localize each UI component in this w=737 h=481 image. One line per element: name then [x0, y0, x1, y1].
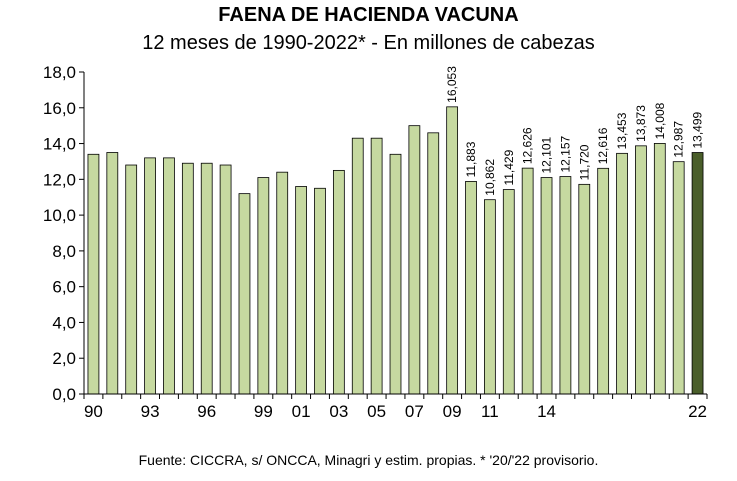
- bar-2016: [578, 183, 591, 395]
- data-label: 12,101: [540, 137, 554, 174]
- data-label: 12,626: [521, 127, 535, 164]
- x-tick-label: 07: [405, 402, 424, 421]
- bar-2019: [635, 145, 647, 395]
- x-tick-label: 90: [84, 402, 103, 421]
- data-label: 11,720: [577, 144, 591, 180]
- bar-1997: [219, 164, 232, 395]
- bar-2000: [276, 171, 289, 395]
- x-tick-label: 01: [292, 402, 311, 421]
- data-label: 13,499: [691, 111, 705, 148]
- bar-2008: [427, 132, 440, 395]
- chart-source-note: Fuente: CICCRA, s/ ONCCA, Minagri y esti…: [138, 452, 599, 468]
- bar-1991: [106, 152, 119, 395]
- bar-1994: [163, 157, 175, 395]
- x-tick-label: 09: [443, 402, 462, 421]
- data-label: 14,008: [653, 102, 667, 139]
- bar-2005: [370, 137, 383, 395]
- x-tick-label: 96: [197, 402, 216, 421]
- bar-2009: [446, 106, 459, 395]
- bar-1992: [125, 164, 138, 395]
- x-tick-label: 99: [254, 402, 273, 421]
- bar-2015: [559, 176, 572, 395]
- bar-1990: [87, 153, 100, 395]
- y-tick-label: 0,0: [52, 385, 76, 404]
- data-label: 13,873: [634, 105, 648, 142]
- data-label: 12,157: [558, 135, 572, 172]
- bar-1995: [181, 162, 194, 395]
- bar-1996: [200, 162, 213, 395]
- data-label: 13,453: [615, 112, 629, 149]
- bar-2021: [672, 161, 685, 395]
- bar-2010: [465, 181, 477, 395]
- data-label: 16,053: [445, 66, 459, 103]
- y-tick-label: 10,0: [43, 206, 76, 225]
- bar-2004: [351, 137, 364, 395]
- y-tick-label: 4,0: [52, 313, 76, 332]
- bar-2014: [540, 177, 553, 395]
- bar-2017: [597, 167, 610, 395]
- bar-2006: [389, 153, 402, 395]
- data-label: 12,987: [672, 121, 686, 158]
- y-tick-label: 18,0: [43, 63, 76, 82]
- y-tick-label: 6,0: [52, 278, 76, 297]
- bar-2001: [295, 186, 307, 395]
- bar-2022: [691, 152, 704, 395]
- y-tick-label: 8,0: [52, 242, 76, 261]
- y-tick-label: 2,0: [52, 349, 76, 368]
- bar-2018: [616, 152, 628, 395]
- data-label: 11,883: [464, 141, 478, 177]
- y-tick-label: 16,0: [43, 99, 76, 118]
- bar-1998: [238, 193, 251, 395]
- bar-2013: [521, 167, 534, 395]
- chart-title: FAENA DE HACIENDA VACUNA: [218, 4, 519, 26]
- chart-subtitle: 12 meses de 1990-2022* - En millones de …: [142, 32, 595, 54]
- data-label: 12,616: [596, 127, 610, 164]
- bar-2003: [332, 169, 345, 395]
- data-label: 10,862: [483, 159, 497, 196]
- x-tick-label: 05: [367, 402, 386, 421]
- x-tick-label: 14: [537, 402, 556, 421]
- y-tick-label: 14,0: [43, 135, 76, 154]
- x-tick-label: 22: [688, 402, 707, 421]
- bar-2007: [408, 125, 421, 395]
- x-tick-label: 93: [141, 402, 160, 421]
- y-tick-label: 12,0: [43, 170, 76, 189]
- bar-2011: [484, 199, 496, 395]
- bar-2012: [502, 189, 515, 395]
- bar-1999: [257, 177, 270, 395]
- bar-1993: [144, 157, 156, 395]
- x-tick-label: 03: [329, 402, 348, 421]
- bar-2020: [653, 143, 666, 395]
- data-label: 11,429: [502, 149, 516, 185]
- bar-2002: [314, 187, 326, 395]
- x-tick-label: 11: [481, 402, 499, 421]
